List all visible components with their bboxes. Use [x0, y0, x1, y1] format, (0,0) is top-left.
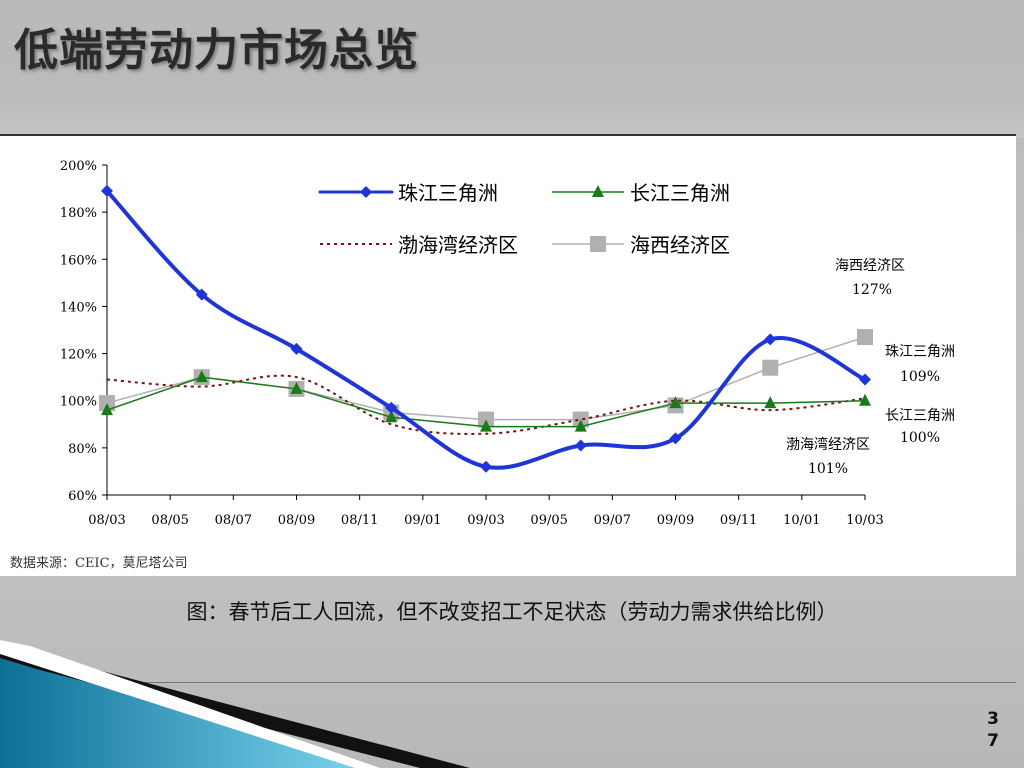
figure-caption: 图：春节后工人回流，但不改变招工不足状态（劳动力需求供给比例）	[186, 600, 838, 624]
source-divider	[0, 682, 1016, 683]
legend-label: 珠江三角洲	[398, 181, 498, 205]
page-number: 3 7	[984, 708, 1002, 752]
end-annotation-pearl_river: 珠江三角洲 109%	[885, 344, 955, 385]
end-annotation-label: 珠江三角洲	[885, 344, 955, 360]
legend-swatch-marker	[590, 236, 606, 252]
end-annotation-value: 101%	[808, 461, 848, 477]
legend-swatch-marker	[592, 185, 604, 197]
end-annotation-label: 渤海湾经济区	[786, 436, 870, 453]
data-point-pearl_river	[669, 432, 682, 445]
end-annotation-haixi: 海西经济区 127%	[835, 258, 905, 298]
data-point-yangtze	[669, 396, 682, 409]
legend-label: 海西经济区	[630, 233, 730, 257]
decorative-swoosh	[0, 640, 470, 768]
data-point-pearl_river	[101, 184, 113, 197]
slide-title: 低端劳动力市场总览	[14, 25, 419, 76]
x-tick-label: 09/03	[467, 513, 504, 528]
series-bohai	[106, 374, 866, 435]
title-background-band	[0, 98, 1024, 138]
y-tick-label: 80%	[68, 442, 97, 457]
data-point-yangtze	[385, 410, 398, 423]
data-point-haixi	[857, 329, 873, 346]
data-point-yangtze	[859, 393, 871, 406]
chart-series	[99, 184, 873, 473]
x-tick-label: 08/03	[88, 513, 125, 528]
y-tick-label: 200%	[60, 159, 97, 174]
chart-annotations: 海西经济区 127% 珠江三角洲 109% 长江三角洲 100% 渤海湾经济区 101%	[786, 258, 955, 477]
y-tick-label: 180%	[60, 206, 97, 221]
data-point-pearl_river	[764, 333, 777, 346]
data-point-haixi	[762, 359, 779, 376]
x-tick-label: 08/07	[215, 513, 252, 528]
data-point-yangtze	[480, 419, 492, 432]
source-note: 数据来源：CEIC，莫尼塔公司	[10, 556, 188, 571]
data-point-haixi	[478, 411, 494, 428]
x-tick-label: 10/01	[783, 513, 820, 528]
data-point-haixi	[99, 395, 115, 412]
page-number-digit-1: 3	[987, 709, 999, 729]
data-point-pearl_river	[859, 373, 871, 386]
data-point-yangtze	[574, 419, 587, 432]
chart-frame: 200% 180% 160% 140% 120% 100% 80% 60% 08/03 08/05…	[0, 134, 1016, 683]
end-annotation-value: 109%	[900, 369, 940, 385]
legend-item-bohai: 渤海湾经济区	[320, 233, 518, 257]
end-annotation-bohai: 渤海湾经济区 101%	[786, 436, 870, 477]
y-tick-label: 140%	[60, 300, 97, 315]
y-tick-label: 60%	[68, 489, 97, 504]
y-tick-label: 160%	[60, 253, 97, 268]
end-annotation-label: 长江三角洲	[885, 408, 955, 424]
x-tick-label: 10/03	[846, 513, 883, 528]
legend-item-haixi: 海西经济区	[552, 233, 730, 257]
end-annotation-value: 100%	[900, 430, 940, 446]
y-tick-label: 100%	[60, 395, 97, 410]
data-point-yangtze	[290, 381, 303, 394]
data-point-pearl_river	[574, 439, 587, 452]
legend-item-pearl_river: 珠江三角洲	[318, 181, 498, 205]
x-tick-label: 09/05	[530, 513, 567, 528]
legend-swatch-marker	[360, 186, 372, 198]
data-point-yangtze	[195, 370, 208, 383]
end-annotation-value: 127%	[852, 282, 892, 298]
x-tick-label: 09/07	[594, 513, 631, 528]
series-yangtze	[101, 370, 871, 432]
page-number-digit-2: 7	[987, 731, 999, 751]
legend-label: 渤海湾经济区	[398, 233, 518, 257]
data-point-yangtze	[764, 396, 777, 409]
end-annotation-yangtze: 长江三角洲 100%	[885, 408, 955, 446]
series-line-bohai	[106, 374, 866, 435]
x-tick-label: 09/01	[404, 513, 441, 528]
chart-axes: 200% 180% 160% 140% 120% 100% 80% 60% 08/03 08/05…	[60, 159, 884, 528]
legend-item-yangtze: 长江三角洲	[552, 181, 730, 205]
data-point-pearl_river	[195, 288, 208, 301]
x-tick-label: 08/05	[151, 513, 188, 528]
data-point-pearl_river	[290, 342, 303, 355]
line-chart: 200% 180% 160% 140% 120% 100% 80% 60% 08/03 08/05…	[60, 159, 955, 528]
x-tick-label: 08/11	[341, 513, 378, 528]
series-pearl_river	[101, 184, 871, 473]
x-tick-label: 08/09	[278, 513, 315, 528]
x-tick-label: 09/11	[720, 513, 757, 528]
data-point-pearl_river	[385, 401, 398, 414]
end-annotation-label: 海西经济区	[835, 258, 905, 274]
legend-label: 长江三角洲	[630, 181, 730, 205]
x-tick-label: 09/09	[657, 513, 694, 528]
data-point-yangtze	[101, 403, 113, 416]
data-point-haixi	[572, 411, 589, 428]
y-tick-label: 120%	[60, 348, 97, 363]
data-point-pearl_river	[480, 460, 492, 473]
